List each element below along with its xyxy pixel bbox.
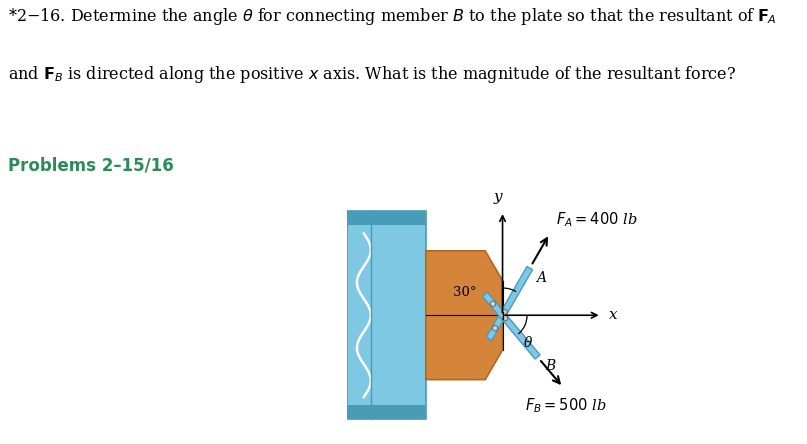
Polygon shape bbox=[426, 251, 503, 380]
Text: Problems 2–15/16: Problems 2–15/16 bbox=[8, 156, 174, 174]
Text: y: y bbox=[493, 190, 502, 204]
Text: θ: θ bbox=[524, 336, 532, 350]
Circle shape bbox=[490, 301, 495, 306]
Polygon shape bbox=[486, 266, 533, 341]
Text: x: x bbox=[609, 308, 617, 322]
Circle shape bbox=[502, 309, 507, 315]
Text: $F_A = 400$ lb: $F_A = 400$ lb bbox=[555, 210, 637, 229]
Text: 30°: 30° bbox=[454, 286, 477, 299]
Bar bbox=[346, 405, 426, 419]
Text: A: A bbox=[536, 270, 546, 285]
Text: $F_B = 500$ lb: $F_B = 500$ lb bbox=[525, 396, 606, 415]
Polygon shape bbox=[483, 292, 540, 359]
Circle shape bbox=[502, 315, 508, 321]
Bar bbox=[346, 211, 426, 225]
Bar bbox=[346, 211, 426, 419]
Circle shape bbox=[492, 325, 498, 331]
Text: *2$-$16. Determine the angle $\theta$ for connecting member $B$ to the plate so : *2$-$16. Determine the angle $\theta$ fo… bbox=[8, 6, 776, 27]
Text: and $\mathbf{F}_B$ is directed along the positive $x$ axis. What is the magnitud: and $\mathbf{F}_B$ is directed along the… bbox=[8, 64, 736, 85]
Text: B: B bbox=[545, 360, 555, 373]
